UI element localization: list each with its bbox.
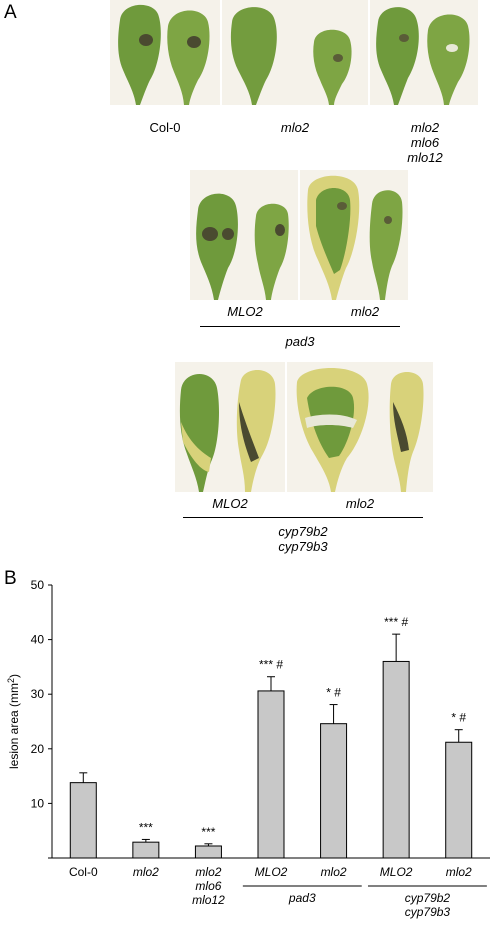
y-tick-label: 10	[31, 796, 45, 810]
group-label: pad3	[288, 891, 316, 905]
label-cyp-MLO2: MLO2	[212, 496, 248, 511]
label-line: mlo2	[410, 120, 440, 135]
bar	[445, 741, 473, 859]
group-rule-pad3	[200, 326, 400, 327]
lesion-area-bar-chart: 10 20 30 40 50 lesion area (mm2) Col-0 *** mlo2 *…	[6, 578, 490, 919]
bar	[382, 660, 410, 859]
leaf-photo-pad3-MLO2	[190, 170, 298, 300]
label-mlo2-mlo6-mlo12: mlo2 mlo6 mlo12	[380, 120, 470, 165]
panel-b-letter: B	[4, 568, 17, 589]
x-tick-label: mlo2	[446, 865, 472, 879]
group-label: cyp79b2	[405, 891, 451, 905]
bar	[194, 845, 222, 859]
significance-label: * #	[451, 711, 466, 725]
leaf-photo-cyp-MLO2	[175, 362, 285, 492]
label-cyp-mlo2: mlo2	[345, 496, 375, 511]
bar	[132, 841, 160, 859]
significance-label: *** #	[259, 658, 283, 672]
significance-label: * #	[326, 686, 341, 700]
x-tick-label: Col-0	[69, 865, 98, 879]
y-tick-label: 50	[31, 578, 45, 592]
y-tick-label: 20	[31, 742, 45, 756]
group-rule-cyp	[183, 517, 423, 518]
x-tick-label: MLO2	[255, 865, 288, 879]
significance-label: ***	[201, 825, 215, 839]
leaf-photo-cyp-mlo2	[287, 362, 433, 492]
label-mlo2: mlo2	[280, 120, 310, 135]
label-pad3: pad3	[285, 334, 315, 349]
bar	[320, 723, 348, 859]
bar	[69, 782, 97, 859]
x-tick-label: mlo2	[321, 865, 347, 879]
panel-a-letter: A	[4, 2, 17, 23]
label-col0: Col-0	[149, 120, 181, 135]
bar	[257, 690, 285, 859]
leaf-photo-col0	[110, 0, 220, 105]
label-cyp79b2-cyp79b3: cyp79b2 cyp79b3	[258, 524, 348, 554]
label-line: cyp79b3	[278, 539, 328, 554]
leaf-photo-mlo2	[222, 0, 368, 105]
label-pad3-mlo2: mlo2	[350, 304, 380, 319]
y-axis-label: lesion area (mm2)	[6, 674, 21, 769]
label-pad3-MLO2: MLO2	[227, 304, 263, 319]
significance-label: *** #	[384, 615, 408, 629]
y-tick-label: 40	[31, 633, 45, 647]
x-tick-label: mlo12	[192, 893, 225, 907]
significance-label: ***	[139, 820, 153, 834]
x-tick-label: MLO2	[380, 865, 413, 879]
y-tick-label: 30	[31, 687, 45, 701]
leaf-photo-pad3-mlo2	[300, 170, 408, 300]
x-tick-label: mlo6	[195, 879, 221, 893]
leaf-photo-mlo2-mlo6-mlo12	[370, 0, 478, 105]
label-line: mlo12	[407, 150, 443, 165]
label-line: mlo6	[410, 135, 440, 150]
label-line: cyp79b2	[278, 524, 328, 539]
x-tick-label: mlo2	[195, 865, 221, 879]
group-label: cyp79b3	[405, 905, 451, 919]
x-tick-label: mlo2	[133, 865, 159, 879]
